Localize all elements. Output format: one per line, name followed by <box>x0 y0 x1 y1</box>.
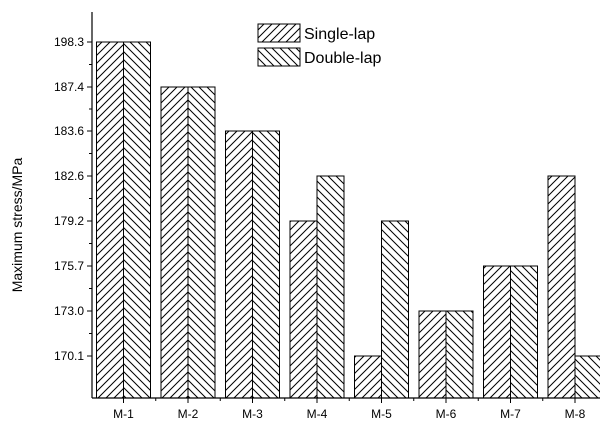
legend-label-double-lap: Double-lap <box>304 50 381 67</box>
bar-double-lap-m-1 <box>123 41 151 399</box>
bar-single-lap-m-6 <box>418 310 447 399</box>
y-tick-label: 198.3 <box>54 35 84 49</box>
y-tick-label: 187.4 <box>54 80 84 94</box>
bar-single-lap-m-3 <box>225 130 253 399</box>
x-tick-label: M-2 <box>178 407 199 421</box>
x-tick-label: M-5 <box>371 407 392 421</box>
bar-single-lap-m-8 <box>547 175 576 399</box>
x-tick-label: M-7 <box>500 407 521 421</box>
y-tick-label: 179.2 <box>54 214 84 228</box>
legend: Single-lap Double-lap <box>257 23 381 67</box>
bar-single-lap-m-2 <box>160 86 189 399</box>
legend-label-single-lap: Single-lap <box>304 26 375 43</box>
y-tick-label: 173.0 <box>54 304 84 318</box>
y-tick-label: 182.6 <box>54 169 84 183</box>
y-tick-label: 175.7 <box>54 259 84 273</box>
bar-double-lap-m-8 <box>574 355 600 399</box>
bar-single-lap-m-7 <box>483 265 511 399</box>
bar-single-lap-m-5 <box>354 355 382 399</box>
bar-double-lap-m-2 <box>187 86 216 399</box>
bar-double-lap-m-4 <box>316 175 345 399</box>
bar-single-lap-m-4 <box>289 220 318 399</box>
bar-double-lap-m-7 <box>510 265 538 399</box>
y-tick-label: 170.1 <box>54 349 84 363</box>
y-tick-label: 183.6 <box>54 124 84 138</box>
x-tick-label: M-1 <box>113 407 134 421</box>
y-axis-title: Maximum stress/MPa <box>9 158 25 293</box>
x-tick-label: M-6 <box>436 407 457 421</box>
x-tick-label: M-3 <box>242 407 263 421</box>
bar-double-lap-m-5 <box>381 220 409 399</box>
legend-swatch-double-lap <box>257 47 301 67</box>
bar-double-lap-m-6 <box>445 310 474 399</box>
x-tick-label: M-4 <box>307 407 328 421</box>
bar-single-lap-m-1 <box>96 41 124 399</box>
bar-double-lap-m-3 <box>252 130 280 399</box>
legend-swatch-single-lap <box>257 23 301 43</box>
x-tick-label: M-8 <box>565 407 586 421</box>
